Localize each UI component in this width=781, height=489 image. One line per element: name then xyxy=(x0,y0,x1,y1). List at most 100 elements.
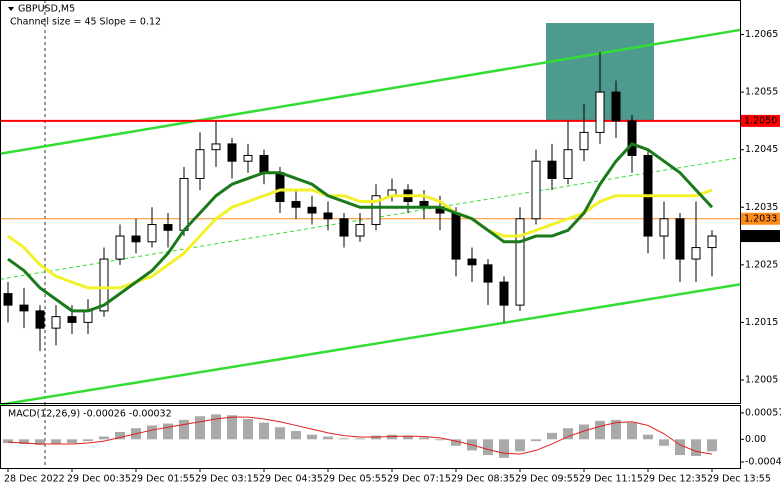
macd-bar xyxy=(339,438,349,440)
price-panel xyxy=(0,23,741,406)
candle-body xyxy=(243,154,253,162)
candle-body xyxy=(467,258,477,266)
y-tick-label: 1.2065 xyxy=(745,29,778,40)
candle-body xyxy=(83,310,93,323)
macd-bar xyxy=(307,434,317,440)
candle-body xyxy=(195,149,205,179)
menu-triangle xyxy=(8,7,14,11)
x-tick-label: 29 Dec 01:55 xyxy=(131,474,195,485)
macd-bar xyxy=(211,414,221,440)
candle-body xyxy=(131,235,141,243)
chart-subtitle: Channel size = 45 Slope = 0.12 xyxy=(10,17,161,28)
macd-bar xyxy=(195,416,205,440)
candle-body xyxy=(579,131,589,151)
moving-average xyxy=(7,188,713,290)
macd-bar xyxy=(435,439,445,441)
macd-bar xyxy=(611,419,621,440)
y-tick-label: 1.2015 xyxy=(745,317,778,328)
macd-bar xyxy=(243,418,253,440)
channel-line xyxy=(0,283,741,406)
macd-bar xyxy=(691,439,701,456)
macd-bar xyxy=(659,439,669,446)
macd-bar xyxy=(563,428,573,440)
macd-bar xyxy=(291,430,301,440)
x-tick-label: 28 Dec 2022 xyxy=(4,474,65,485)
macd-bar xyxy=(355,438,365,440)
candle-body xyxy=(707,235,717,249)
x-tick-label: 29 Dec 00:35 xyxy=(67,474,131,485)
candle-body xyxy=(339,218,349,237)
macd-signal xyxy=(7,416,713,455)
macd-bar xyxy=(83,439,93,442)
x-tick-label: 29 Dec 08:35 xyxy=(451,474,515,485)
macd-frame xyxy=(0,405,741,469)
level-label-box xyxy=(741,114,780,127)
candle-body xyxy=(355,224,365,237)
macd-bar xyxy=(403,435,413,440)
x-tick-label: 29 Dec 12:35 xyxy=(643,474,707,485)
macd-bar xyxy=(163,423,173,440)
candle-body xyxy=(259,154,269,174)
candle-body xyxy=(451,212,461,260)
candle-body xyxy=(323,212,333,220)
macd-bar xyxy=(99,436,109,440)
y-tick-label: 0.00 xyxy=(745,434,766,445)
macd-bar xyxy=(499,439,509,458)
candle-body xyxy=(659,218,669,237)
x-tick-label: 29 Dec 09:55 xyxy=(515,474,579,485)
macd-bar xyxy=(147,425,157,440)
macd-bar xyxy=(627,422,637,440)
candle-body xyxy=(595,91,605,133)
candle-body xyxy=(275,172,285,202)
y-tick-label: 0.00057 xyxy=(745,407,781,418)
macd-bar xyxy=(3,439,13,444)
macd-bar xyxy=(707,439,717,452)
candle-body xyxy=(499,281,509,306)
candle-body xyxy=(179,177,189,231)
candle-body xyxy=(483,264,493,283)
level-label: 1.2050 xyxy=(744,115,777,126)
macd-bar xyxy=(259,422,269,440)
macd-title: MACD(12,26,9) -0.00026 -0.00032 xyxy=(8,409,172,420)
macd-bar xyxy=(323,436,333,440)
candle-body xyxy=(19,304,29,312)
candle-body xyxy=(163,224,173,231)
candle-body xyxy=(147,224,157,243)
macd-bar xyxy=(227,415,237,440)
macd-bar xyxy=(275,427,285,440)
macd-bar xyxy=(451,439,461,446)
price-frame xyxy=(0,0,741,404)
candle-body xyxy=(531,160,541,220)
macd-bar xyxy=(595,420,605,440)
candle-body xyxy=(563,149,573,179)
y-tick-label: 1.2025 xyxy=(745,259,778,270)
level-label-box xyxy=(741,212,780,225)
macd-bar xyxy=(547,432,557,440)
macd-bar xyxy=(51,439,61,444)
macd-bar xyxy=(419,437,429,440)
candle-body xyxy=(115,235,125,260)
candle-body xyxy=(515,218,525,306)
level-label: 1.2030 xyxy=(744,231,777,242)
macd-bar xyxy=(115,431,125,440)
y-tick-label: 1.2045 xyxy=(745,144,778,155)
macd-bar xyxy=(515,439,525,452)
macd-bar xyxy=(483,439,493,456)
candle-body xyxy=(51,316,61,329)
macd-bar xyxy=(179,419,189,440)
candle-body xyxy=(99,258,109,312)
candle-body xyxy=(611,91,621,122)
candle-body xyxy=(547,160,557,179)
candle-body xyxy=(675,218,685,260)
candle-body xyxy=(3,293,13,306)
macd-bar xyxy=(67,439,77,444)
x-tick-label: 29 Dec 04:35 xyxy=(259,474,323,485)
candle-body xyxy=(291,201,301,208)
moving-average xyxy=(7,142,714,313)
y-tick-label: 1.2055 xyxy=(745,87,778,98)
x-tick-label: 29 Dec 07:15 xyxy=(387,474,451,485)
x-tick-label: 29 Dec 13:55 xyxy=(707,474,771,485)
chart-title: GBPUSD,M5 xyxy=(18,4,75,15)
macd-bar xyxy=(19,439,29,444)
candle-body xyxy=(371,195,381,226)
